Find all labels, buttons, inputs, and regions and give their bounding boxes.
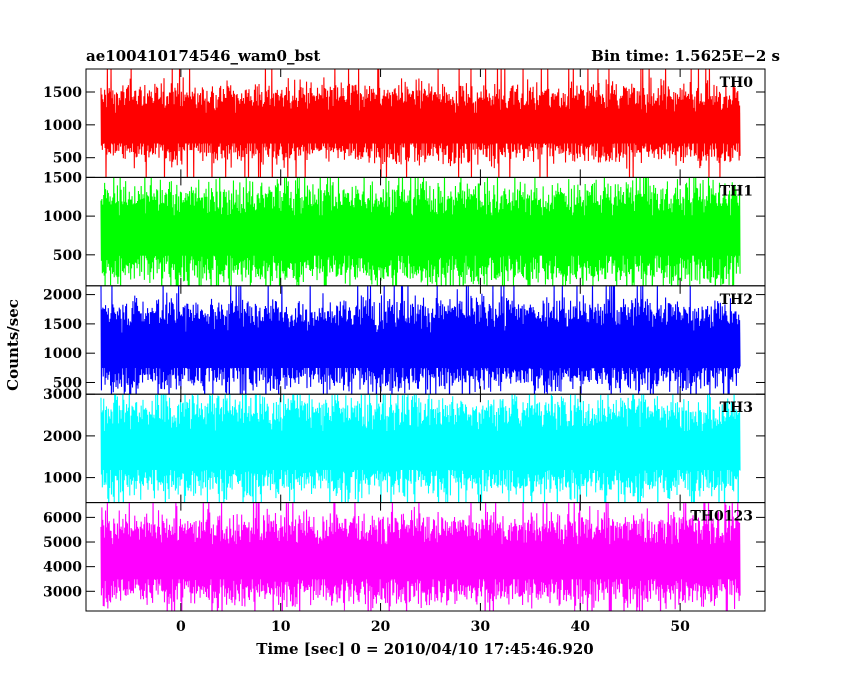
- panel-label-th0: TH0: [720, 75, 754, 91]
- series-core-th0123: [100, 544, 741, 580]
- panel-th0: 500 1000 1500 TH0: [43, 68, 766, 178]
- panel-th2: 500 1000 1500 2000 TH2: [43, 285, 766, 395]
- x-tick-label: 0: [176, 619, 186, 635]
- panel-label-th1: TH1: [720, 183, 753, 199]
- x-axis-label: Time [sec] 0 = 2010/04/10 17:45:46.920: [256, 640, 593, 658]
- y-tick-label: 500: [53, 375, 82, 391]
- y-tick-label: 1500: [43, 85, 82, 101]
- x-tick-label: 50: [670, 619, 690, 635]
- panels-group: 500 1000 1500 TH0 500 1000 1500 TH1 500 1000 1500 2…: [43, 68, 766, 612]
- y-tick-label: 500: [53, 151, 82, 167]
- panel-label-th2: TH2: [720, 292, 753, 308]
- y-tick-label: 3000: [43, 387, 82, 403]
- chart-title-right: Bin time: 1.5625E−2 s: [591, 47, 780, 65]
- panel-th3: 1000 2000 3000 TH3: [43, 387, 766, 504]
- y-tick-label: 5000: [43, 535, 82, 551]
- panel-th0123: 3000 4000 5000 6000 TH0123: [43, 502, 766, 612]
- y-tick-label: 2000: [43, 288, 82, 304]
- series-core-th0: [100, 112, 741, 144]
- y-tick-label: 6000: [43, 510, 82, 526]
- y-tick-label: 1000: [43, 118, 82, 134]
- x-tick-label: 40: [571, 619, 591, 635]
- panel-th1: 500 1000 1500 TH1: [43, 170, 766, 287]
- y-tick-label: 1000: [43, 471, 82, 487]
- panel-frame-th0123: [85, 502, 766, 612]
- panel-label-th0123: TH0123: [690, 509, 753, 525]
- x-tick-labels: 0 10 20 30 40 50: [176, 619, 690, 635]
- series-core-th3: [100, 430, 741, 470]
- x-tick-label: 20: [371, 619, 391, 635]
- x-tick-label: 30: [471, 619, 491, 635]
- series-core-th2: [100, 332, 741, 368]
- y-tick-label: 1000: [43, 209, 82, 225]
- y-tick-label: 4000: [43, 560, 82, 576]
- x-tick-label: 10: [271, 619, 291, 635]
- panel-label-th3: TH3: [720, 400, 753, 416]
- chart-title-left: ae100410174546_wam0_bst: [86, 47, 320, 65]
- y-tick-label: 1000: [43, 346, 82, 362]
- y-tick-label: 2000: [43, 429, 82, 445]
- y-tick-label: 500: [53, 248, 82, 264]
- y-tick-label: 1500: [43, 317, 82, 333]
- y-tick-label: 1500: [43, 170, 82, 186]
- y-axis-label: Counts/sec: [4, 299, 22, 391]
- y-tick-label: 3000: [43, 584, 82, 600]
- series-core-th1: [100, 215, 741, 256]
